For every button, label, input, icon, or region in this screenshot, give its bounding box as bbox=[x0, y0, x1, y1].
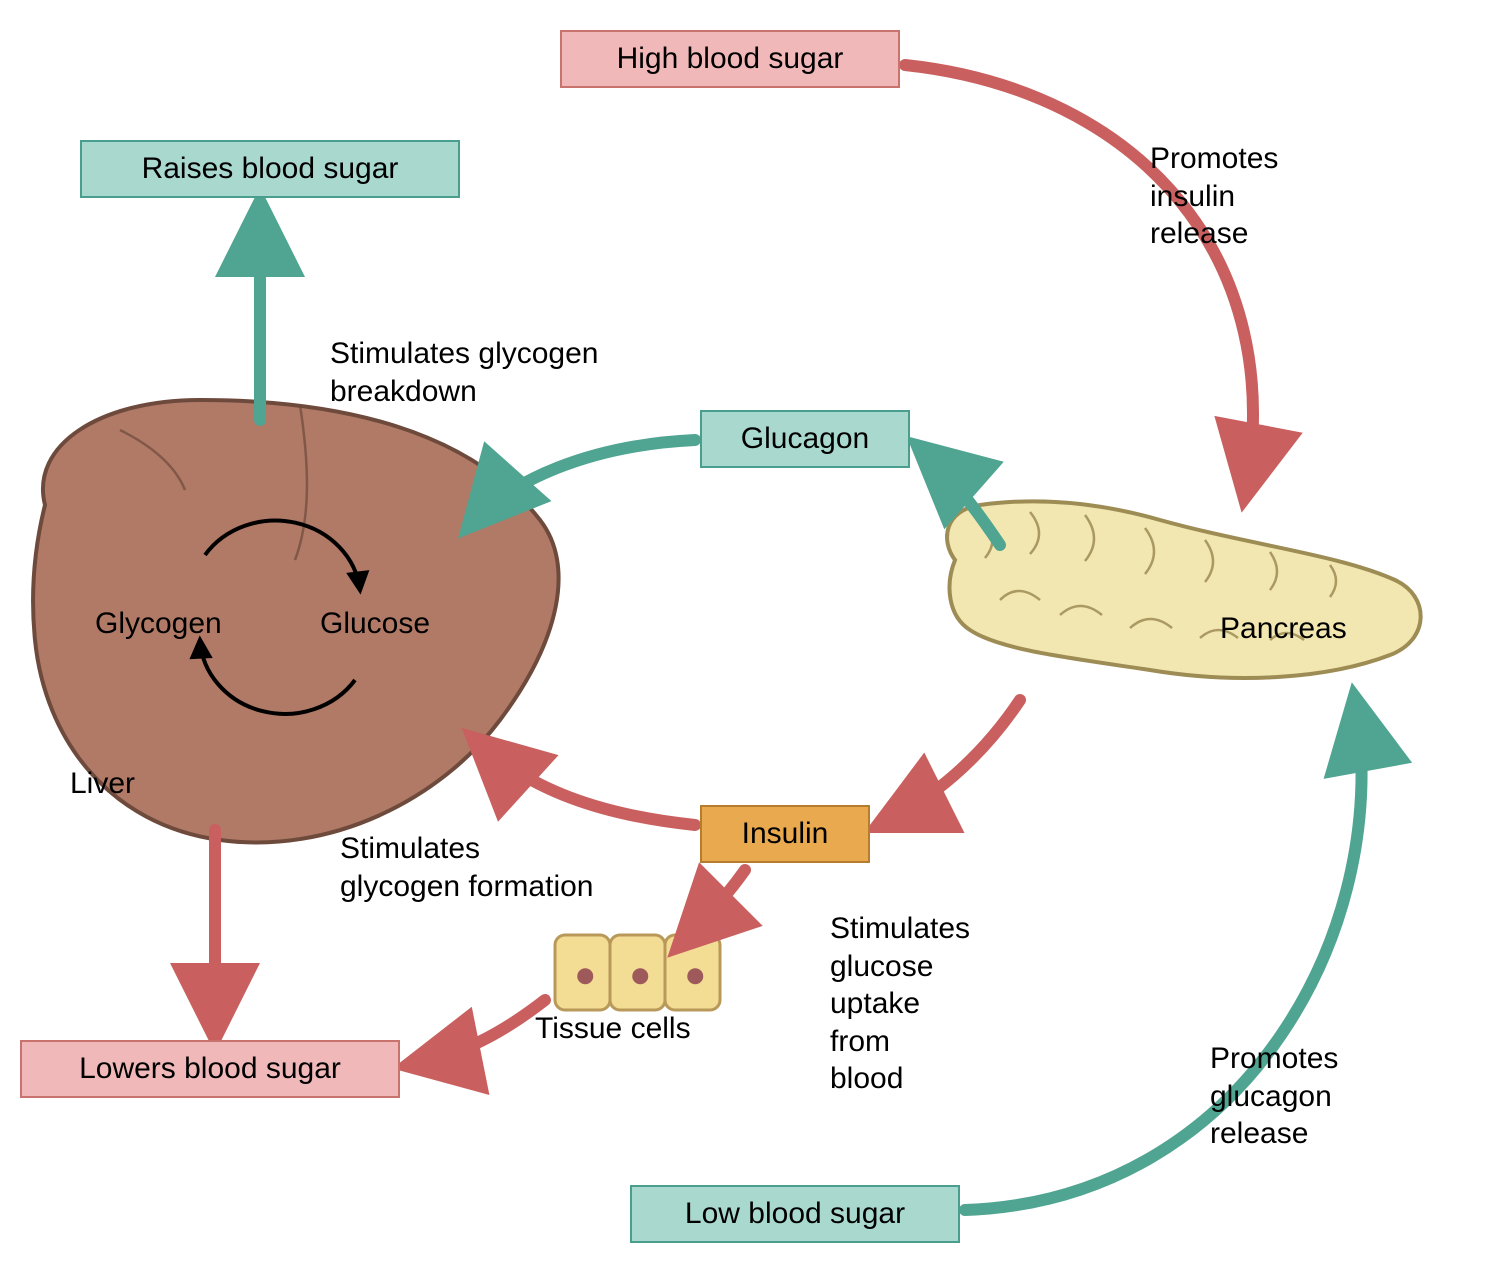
liver-label: Liver bbox=[70, 765, 135, 803]
insulin-to-tissue-arrow bbox=[680, 870, 745, 945]
high-blood-sugar-box: High blood sugar bbox=[560, 30, 900, 88]
box-label: Glucagon bbox=[741, 422, 869, 456]
pancreas-to-insulin-arrow bbox=[880, 700, 1020, 825]
glucagon-box: Glucagon bbox=[700, 410, 910, 468]
box-label: Low blood sugar bbox=[685, 1197, 905, 1231]
tissue-cells-shape bbox=[555, 935, 720, 1010]
high-to-pancreas-arrow bbox=[905, 65, 1253, 495]
raises-blood-sugar-box: Raises blood sugar bbox=[80, 140, 460, 198]
pancreas-shape bbox=[947, 501, 1421, 678]
stimulates-glycogen-breakdown-label: Stimulates glycogenbreakdown bbox=[330, 335, 598, 410]
box-label: Raises blood sugar bbox=[142, 152, 399, 186]
insulin-box: Insulin bbox=[700, 805, 870, 863]
box-label: Lowers blood sugar bbox=[79, 1052, 341, 1086]
low-blood-sugar-box: Low blood sugar bbox=[630, 1185, 960, 1243]
tissue-to-lowers-arrow bbox=[410, 1000, 545, 1065]
glucagon-to-liver-arrow bbox=[470, 440, 695, 525]
glycogen-label: Glycogen bbox=[95, 605, 222, 643]
glucose-label: Glucose bbox=[320, 605, 430, 643]
pancreas-to-glucagon-arrow bbox=[920, 448, 1000, 545]
lowers-blood-sugar-box: Lowers blood sugar bbox=[20, 1040, 400, 1098]
promotes-insulin-release-label: Promotesinsulinrelease bbox=[1150, 140, 1278, 253]
diagram-stage: { "type": "flowchart", "canvas": { "widt… bbox=[0, 0, 1500, 1279]
tissue-cells-label: Tissue cells bbox=[535, 1010, 691, 1048]
stimulates-glucose-uptake-label: Stimulatesglucoseuptakefromblood bbox=[830, 910, 970, 1098]
promotes-glucagon-release-label: Promotesglucagonrelease bbox=[1210, 1040, 1338, 1153]
box-label: High blood sugar bbox=[617, 42, 844, 76]
stimulates-glycogen-formation-label: Stimulatesglycogen formation bbox=[340, 830, 593, 905]
pancreas-label: Pancreas bbox=[1220, 610, 1347, 648]
box-label: Insulin bbox=[742, 817, 829, 851]
insulin-to-liver-arrow bbox=[475, 740, 695, 825]
